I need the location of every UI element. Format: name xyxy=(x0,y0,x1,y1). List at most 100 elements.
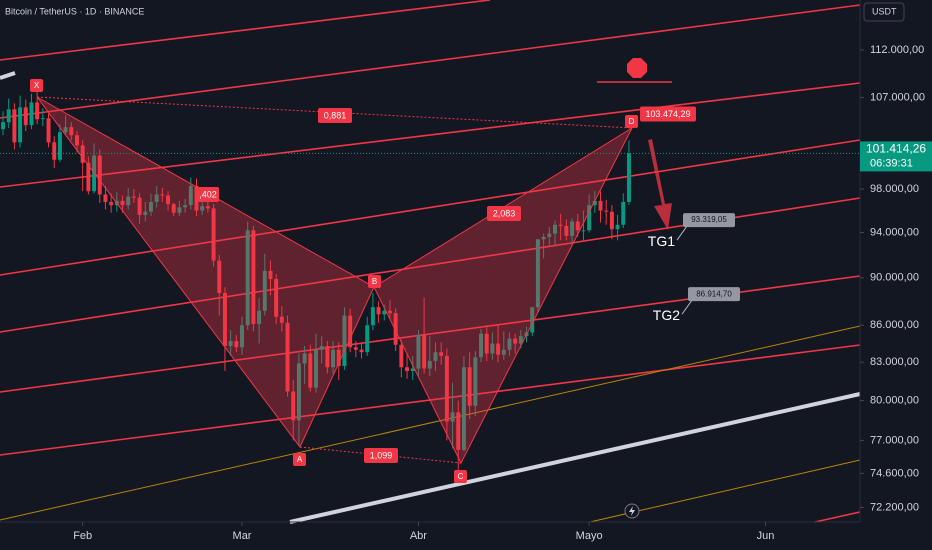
candle-body xyxy=(194,185,199,211)
y-tick-label: 107.000,00 xyxy=(870,91,925,103)
candle-body xyxy=(439,352,444,356)
ratio-box xyxy=(197,187,219,202)
point-box xyxy=(625,115,638,128)
candle-body xyxy=(570,221,575,236)
candle-body xyxy=(518,336,523,344)
candle-body xyxy=(217,260,222,293)
candle-body xyxy=(211,208,216,261)
candle-body xyxy=(376,307,381,315)
channel xyxy=(0,0,861,523)
channel-line xyxy=(0,0,491,61)
axis-layer: 112.000,00107.000,00102.000,0098.000,009… xyxy=(73,44,925,542)
candle-body xyxy=(348,315,353,348)
candles xyxy=(1,84,631,474)
candle-body xyxy=(416,334,421,369)
x-tick-label: Jun xyxy=(757,530,775,542)
candle-body xyxy=(274,278,279,317)
ratio-label: ,402 xyxy=(199,189,217,199)
candle-body xyxy=(251,230,256,324)
candle-body xyxy=(285,322,290,392)
harmonic-pattern: X A B C D 0,881 ,402 2,083 1,099 xyxy=(30,79,638,483)
y-tick-label: 83.000,00 xyxy=(870,356,919,368)
d-price-label: 103.474,29 xyxy=(645,109,690,119)
stop-icon xyxy=(627,58,647,78)
y-tick-label: 72.200,00 xyxy=(870,501,919,513)
point-label: A xyxy=(297,455,303,464)
orange-line xyxy=(0,325,861,521)
point-label: X xyxy=(34,81,40,90)
white-trendline xyxy=(0,71,16,80)
point-label: B xyxy=(372,277,377,286)
candle-body xyxy=(621,201,626,225)
candle-body xyxy=(257,310,262,324)
candle-body xyxy=(12,109,17,143)
price-axis xyxy=(860,0,932,550)
candle-body xyxy=(40,118,45,120)
x-tick-label: Feb xyxy=(73,530,92,542)
channel-line xyxy=(0,82,861,188)
currency-box[interactable] xyxy=(863,2,905,22)
countdown: 06:39:31 xyxy=(870,157,913,169)
candle-body xyxy=(496,343,501,355)
candle-body xyxy=(615,224,620,230)
x-tick-label: Mayo xyxy=(576,530,603,542)
candle-body xyxy=(205,206,210,209)
target-arrow xyxy=(648,139,672,230)
candle-body xyxy=(262,270,267,311)
y-tick-label: 90.000,00 xyxy=(870,272,919,284)
candle-body xyxy=(626,153,631,202)
candle-body xyxy=(393,313,398,345)
candle-body xyxy=(109,201,114,206)
candle-body xyxy=(604,210,609,212)
y-tick-label: 77.000,00 xyxy=(870,434,919,446)
candle-body xyxy=(148,201,153,212)
candle-body xyxy=(171,204,176,213)
candle-body xyxy=(268,270,273,279)
candle-body xyxy=(57,132,62,160)
target-label: 93.319,05 xyxy=(691,215,727,224)
candle-body xyxy=(154,194,159,202)
x-tick-label: Abr xyxy=(410,530,427,542)
candle-body xyxy=(279,316,284,323)
candle-body xyxy=(86,162,91,192)
target-name: TG1 xyxy=(648,233,675,249)
candle-body xyxy=(18,107,23,143)
candle-body xyxy=(382,310,387,315)
symbol-title: Bitcoin / TetherUS · 1D · BINANCE xyxy=(5,6,144,16)
candle-body xyxy=(530,307,535,333)
candle-body xyxy=(450,412,455,422)
candle-body xyxy=(433,352,438,361)
candle-body xyxy=(80,145,85,163)
candle-body xyxy=(23,107,28,126)
event-icon xyxy=(629,506,635,516)
candle-body xyxy=(370,307,375,326)
candle-body xyxy=(535,239,540,308)
candle-body xyxy=(228,341,233,347)
channel-line xyxy=(0,4,861,119)
candle-body xyxy=(234,341,239,348)
ratio-box xyxy=(364,448,398,463)
ratio-label: 2,083 xyxy=(493,208,516,218)
candle-body xyxy=(35,102,40,120)
candle-body xyxy=(103,194,108,202)
candle-body xyxy=(75,135,79,146)
target-box xyxy=(683,213,735,228)
target-name: TG2 xyxy=(653,307,680,323)
candle-body xyxy=(575,221,580,231)
candle-body xyxy=(183,205,188,208)
candle-body xyxy=(461,367,466,450)
candle-body xyxy=(399,344,404,368)
candle-body xyxy=(609,211,614,230)
candle-body xyxy=(473,357,478,406)
y-tick-label: 74.600,00 xyxy=(870,467,919,479)
candle-body xyxy=(564,225,569,236)
target-pointer xyxy=(676,225,688,241)
candle-body xyxy=(97,155,102,195)
target-pointer xyxy=(681,299,693,315)
last-price-box xyxy=(860,141,932,172)
ratio-box xyxy=(318,108,352,123)
candle-body xyxy=(325,346,330,368)
candle-body xyxy=(336,349,341,366)
candle-body xyxy=(552,224,557,234)
